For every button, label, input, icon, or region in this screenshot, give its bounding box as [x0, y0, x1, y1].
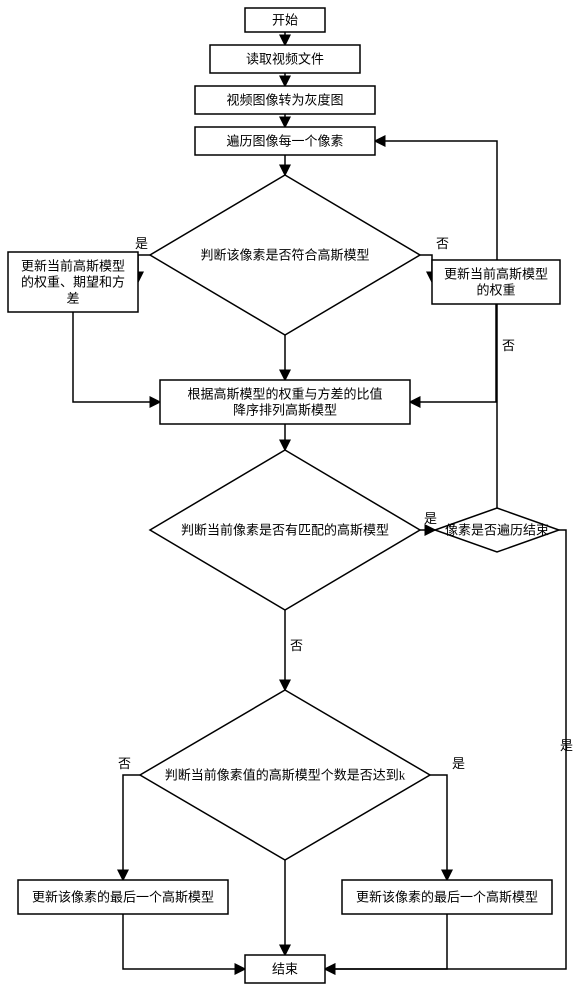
- svg-text:的权重、期望和方: 的权重、期望和方: [21, 275, 125, 290]
- node-sort: 根据高斯模型的权重与方差的比值降序排列高斯模型: [160, 380, 410, 424]
- edge-label-14: 否: [118, 756, 131, 771]
- edge-label-15: 是: [452, 756, 465, 771]
- node-traverse: 遍历图像每一个像素: [195, 127, 375, 155]
- node-start: 开始: [245, 8, 325, 32]
- svg-text:更新该像素的最后一个高斯模型: 更新该像素的最后一个高斯模型: [356, 890, 538, 905]
- edge-17: [325, 914, 447, 969]
- node-d1: 判断该像素是否符合高斯模型: [150, 175, 420, 335]
- svg-text:开始: 开始: [272, 13, 298, 28]
- edge-label-12: 是: [560, 738, 573, 753]
- edge-label-13: 否: [290, 638, 303, 653]
- svg-text:判断当前像素值的高斯模型个数是否达到k: 判断当前像素值的高斯模型个数是否达到k: [165, 768, 406, 783]
- edge-14: [123, 775, 140, 880]
- node-read: 读取视频文件: [210, 45, 360, 73]
- node-last_l: 更新该像素的最后一个高斯模型: [18, 880, 228, 914]
- node-d2: 判断当前像素是否有匹配的高斯模型: [150, 450, 420, 610]
- edge-label-10: 是: [424, 511, 437, 526]
- svg-text:更新当前高斯模型: 更新当前高斯模型: [21, 258, 125, 273]
- node-upd_r: 更新当前高斯模型的权重: [432, 260, 560, 304]
- svg-text:遍历图像每一个像素: 遍历图像每一个像素: [226, 134, 343, 149]
- node-d3: 判断当前像素值的高斯模型个数是否达到k: [140, 690, 430, 860]
- svg-text:像素是否遍历结束: 像素是否遍历结束: [445, 523, 549, 538]
- svg-text:更新该像素的最后一个高斯模型: 更新该像素的最后一个高斯模型: [32, 890, 214, 905]
- node-d_done: 像素是否遍历结束: [435, 508, 559, 552]
- svg-text:的权重: 的权重: [476, 283, 515, 298]
- svg-text:判断该像素是否符合高斯模型: 判断该像素是否符合高斯模型: [200, 248, 369, 263]
- svg-text:读取视频文件: 读取视频文件: [246, 52, 324, 67]
- edge-4: [138, 255, 150, 282]
- edge-label-5: 否: [436, 236, 449, 251]
- node-upd_l: 更新当前高斯模型的权重、期望和方差: [8, 252, 138, 312]
- node-gray: 视频图像转为灰度图: [195, 86, 375, 114]
- node-end: 结束: [245, 955, 325, 983]
- flowchart: 开始读取视频文件视频图像转为灰度图遍历图像每一个像素判断该像素是否符合高斯模型更…: [0, 0, 573, 1000]
- edge-label-4: 是: [135, 236, 148, 251]
- edge-5: [420, 255, 432, 282]
- svg-text:降序排列高斯模型: 降序排列高斯模型: [233, 403, 337, 418]
- svg-text:差: 差: [66, 291, 79, 306]
- edge-15: [430, 775, 447, 880]
- svg-text:结束: 结束: [272, 962, 298, 977]
- svg-text:更新当前高斯模型: 更新当前高斯模型: [444, 266, 548, 281]
- edge-7: [410, 304, 496, 402]
- edge-label-11: 否: [502, 338, 515, 353]
- edge-16: [123, 914, 245, 969]
- edge-6: [73, 312, 160, 402]
- svg-text:视频图像转为灰度图: 视频图像转为灰度图: [226, 93, 343, 108]
- svg-text:根据高斯模型的权重与方差的比值: 根据高斯模型的权重与方差的比值: [187, 386, 382, 401]
- svg-text:判断当前像素是否有匹配的高斯模型: 判断当前像素是否有匹配的高斯模型: [181, 523, 389, 538]
- edge-11: [375, 141, 497, 508]
- node-last_r: 更新该像素的最后一个高斯模型: [342, 880, 552, 914]
